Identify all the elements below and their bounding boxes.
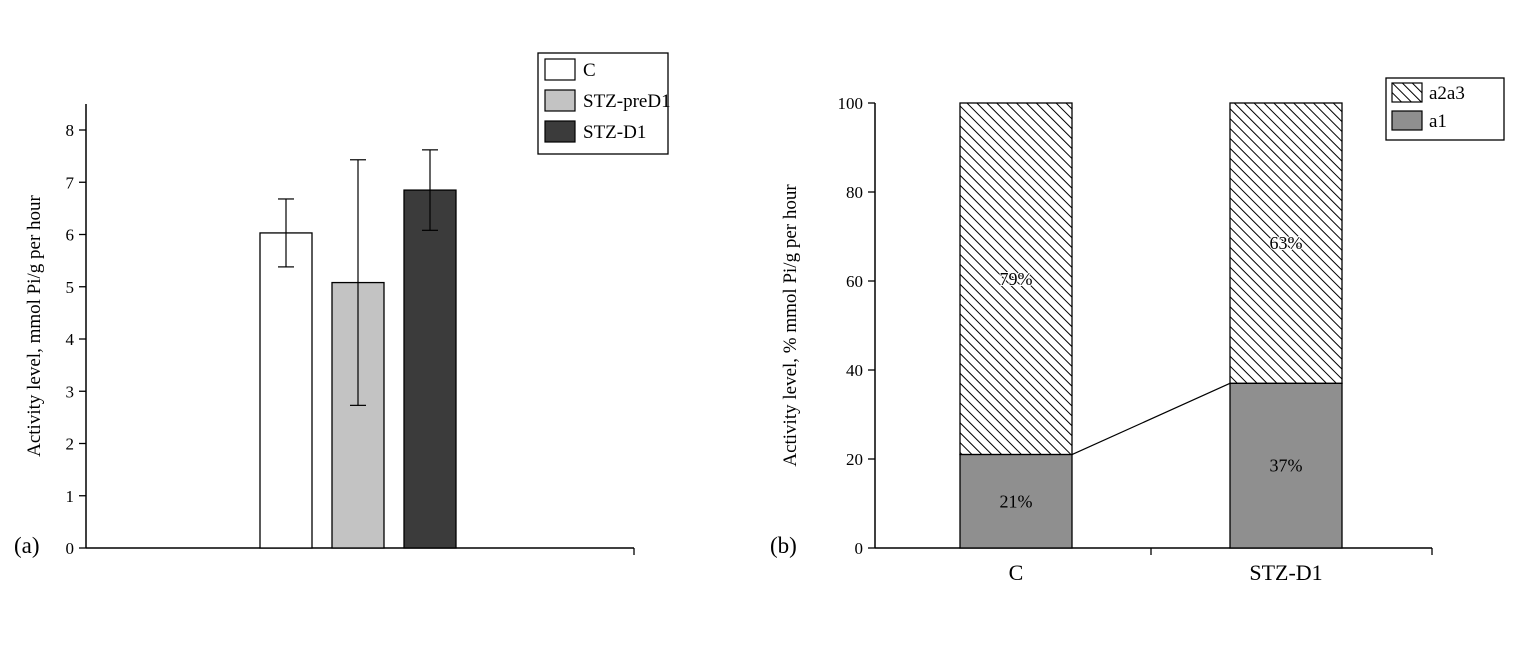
y-tick-label: 3 bbox=[66, 382, 75, 401]
y-tick-label: 40 bbox=[846, 361, 863, 380]
legend-swatch-C bbox=[544, 58, 576, 81]
y-tick-label: 1 bbox=[66, 487, 75, 506]
bar-STZ-D1-a2a3 bbox=[1229, 102, 1343, 385]
bar-STZ-D1 bbox=[403, 189, 457, 549]
y-tick-label: 2 bbox=[66, 435, 75, 454]
y-tick-label: 20 bbox=[846, 450, 863, 469]
legend-label: C bbox=[583, 60, 596, 81]
y-axis-title: Activity level, % mmol Pi/g per hour bbox=[780, 184, 801, 467]
y-tick-label: 6 bbox=[66, 226, 75, 245]
legend-swatch-a1 bbox=[1391, 110, 1423, 131]
y-tick-label: 60 bbox=[846, 272, 863, 291]
legend-label: STZ-preD1 bbox=[583, 91, 671, 112]
bar-C bbox=[259, 232, 313, 549]
panel-b-tag: (b) bbox=[770, 533, 797, 558]
y-tick-label: 5 bbox=[66, 278, 75, 297]
legend-label: a2a3 bbox=[1429, 83, 1465, 104]
bar-C-a2a3 bbox=[959, 102, 1073, 456]
segment-label-a2a3: 63% bbox=[1270, 233, 1303, 253]
y-tick-label: 8 bbox=[66, 121, 75, 140]
y-tick-label: 0 bbox=[855, 539, 864, 558]
legend-swatch-a2a3 bbox=[1391, 82, 1423, 103]
segment-label-a1: 37% bbox=[1270, 456, 1303, 476]
y-tick-label: 0 bbox=[66, 539, 75, 558]
y-axis-title: Activity level, mmol Pi/g per hour bbox=[24, 194, 45, 456]
legend-label: a1 bbox=[1429, 111, 1447, 132]
y-tick-label: 100 bbox=[838, 94, 864, 113]
segment-label-a2a3: 79% bbox=[1000, 269, 1033, 289]
x-category-label: C bbox=[1009, 560, 1024, 585]
panel-a-tag: (a) bbox=[14, 533, 40, 558]
connector-line bbox=[1071, 382, 1231, 456]
legend-label: STZ-D1 bbox=[583, 122, 646, 143]
segment-label-a1: 21% bbox=[1000, 491, 1033, 511]
bar-C-a1 bbox=[959, 453, 1073, 549]
panel-a-chart: 0 1 2 3 4 5 6 7 8 Activity level, mmol Pi/g per h… bbox=[24, 52, 671, 558]
legend-swatch-STZ-preD1 bbox=[544, 89, 576, 112]
y-tick-label: 7 bbox=[66, 173, 75, 192]
y-tick-label: 80 bbox=[846, 183, 863, 202]
legend-swatch-STZ-D1 bbox=[544, 120, 576, 143]
panel-b-chart: 0 20 40 60 80 100 Activity level, % mmol Pi/g … bbox=[780, 77, 1505, 585]
x-category-label: STZ-D1 bbox=[1249, 560, 1322, 585]
bar-STZ-D1-a1 bbox=[1229, 382, 1343, 549]
y-tick-label: 4 bbox=[66, 330, 75, 349]
